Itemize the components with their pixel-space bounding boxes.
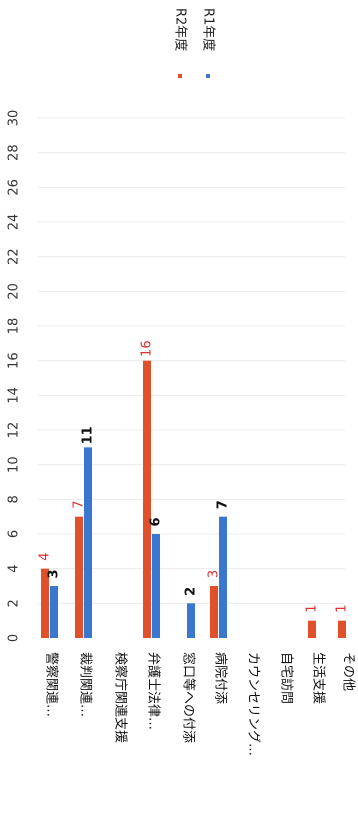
value-tick-label: 2 xyxy=(7,599,22,607)
data-label: 6 xyxy=(149,517,164,526)
data-label: 7 xyxy=(72,501,87,509)
bar-r2 xyxy=(210,586,218,638)
category-labels: 警察関連… 裁判関連… 検察庁関連支援 弁護士法律… 窓口等への付添 病院付添 カウンセリン… xyxy=(44,652,356,756)
data-label: 11 xyxy=(81,426,96,444)
category-label: カウンセリング… xyxy=(246,652,261,756)
value-tick-label: 30 xyxy=(7,110,22,127)
value-tick-label: 18 xyxy=(7,318,22,335)
category-label: 裁判関連… xyxy=(78,652,94,717)
bar-r1 xyxy=(187,603,195,638)
legend-swatch-r1 xyxy=(206,74,210,78)
bar-r2 xyxy=(308,620,316,638)
value-tick-label: 24 xyxy=(7,214,22,231)
data-label: 16 xyxy=(140,340,155,357)
value-tick-label: 20 xyxy=(7,283,22,300)
data-label: 2 xyxy=(184,587,199,596)
bar-r2 xyxy=(338,620,346,638)
bar-r2 xyxy=(41,568,49,638)
legend-swatch-r2 xyxy=(178,74,182,78)
data-label: 7 xyxy=(216,500,231,509)
data-label: 1 xyxy=(305,605,320,613)
category-label: 検察庁関連支援 xyxy=(113,652,128,743)
data-label: 4 xyxy=(38,553,53,561)
value-tick-label: 10 xyxy=(7,456,22,473)
value-tick-label: 22 xyxy=(7,248,22,265)
bar-r2 xyxy=(143,360,151,638)
value-tick-label: 8 xyxy=(7,495,22,503)
legend-label-r1: R1年度 xyxy=(201,8,217,51)
value-tick-label: 12 xyxy=(7,422,22,439)
data-label: 3 xyxy=(207,570,222,578)
category-label: 弁護士法律… xyxy=(146,652,162,730)
value-tick-label: 16 xyxy=(7,352,22,369)
bar-r1 xyxy=(50,586,58,638)
gridlines xyxy=(38,117,345,604)
category-label: 自宅訪問 xyxy=(279,652,295,704)
value-tick-label: 28 xyxy=(7,144,22,161)
value-tick-label: 4 xyxy=(7,565,22,573)
category-label: その他 xyxy=(341,652,356,691)
legend-label-r2: R2年度 xyxy=(173,8,189,51)
category-label: 病院付添 xyxy=(213,652,228,704)
bars xyxy=(41,360,346,638)
category-label: 窓口等への付添 xyxy=(181,652,197,743)
value-tick-label: 26 xyxy=(7,179,22,196)
bar-r1 xyxy=(84,447,92,638)
value-tick-label: 6 xyxy=(7,530,22,538)
data-label: 1 xyxy=(335,605,350,613)
bar-r1 xyxy=(152,534,160,638)
bar-r2 xyxy=(75,516,83,638)
value-tick-label: 0 xyxy=(7,634,22,642)
category-label: 警察関連… xyxy=(44,652,60,717)
category-label: 生活支援 xyxy=(311,652,326,704)
legend: R2年度 R1年度 xyxy=(173,8,217,78)
data-label: 3 xyxy=(47,569,62,578)
bar-r1 xyxy=(219,516,227,638)
value-tick-label: 14 xyxy=(7,387,22,404)
